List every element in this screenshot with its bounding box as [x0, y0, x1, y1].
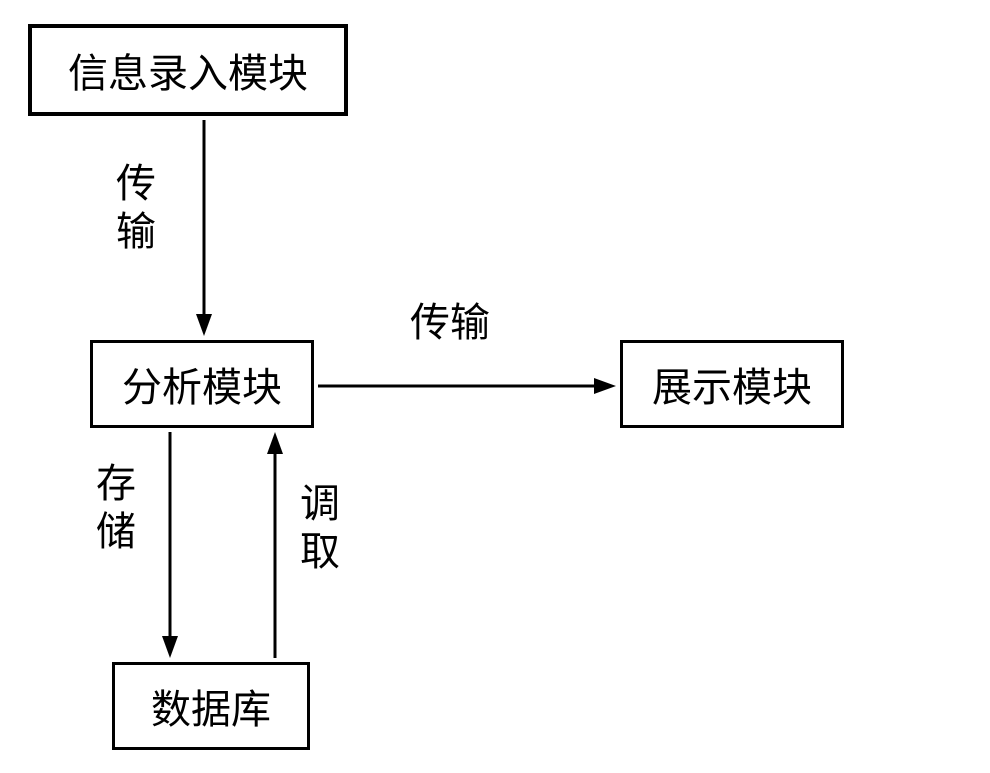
node-analysis-module: 分析模块	[90, 340, 314, 428]
node-display-module: 展示模块	[620, 340, 844, 428]
node-display-label: 展示模块	[652, 355, 812, 413]
edge-label-analysis-to-display: 传输	[410, 290, 490, 348]
edge-input-to-analysis	[196, 120, 212, 336]
node-database-label: 数据库	[151, 677, 271, 735]
node-input-label: 信息录入模块	[68, 41, 308, 99]
edge-database-to-analysis	[267, 432, 283, 658]
node-analysis-label: 分析模块	[122, 355, 282, 413]
edge-label-database-to-analysis: 调取	[300, 480, 340, 576]
node-input-module: 信息录入模块	[28, 24, 348, 116]
edge-analysis-to-database	[162, 432, 178, 658]
edge-analysis-to-display	[318, 378, 616, 394]
edge-label-analysis-to-database: 存储	[96, 460, 136, 556]
node-database: 数据库	[112, 662, 310, 750]
edge-label-input-to-analysis: 传输	[116, 160, 156, 256]
